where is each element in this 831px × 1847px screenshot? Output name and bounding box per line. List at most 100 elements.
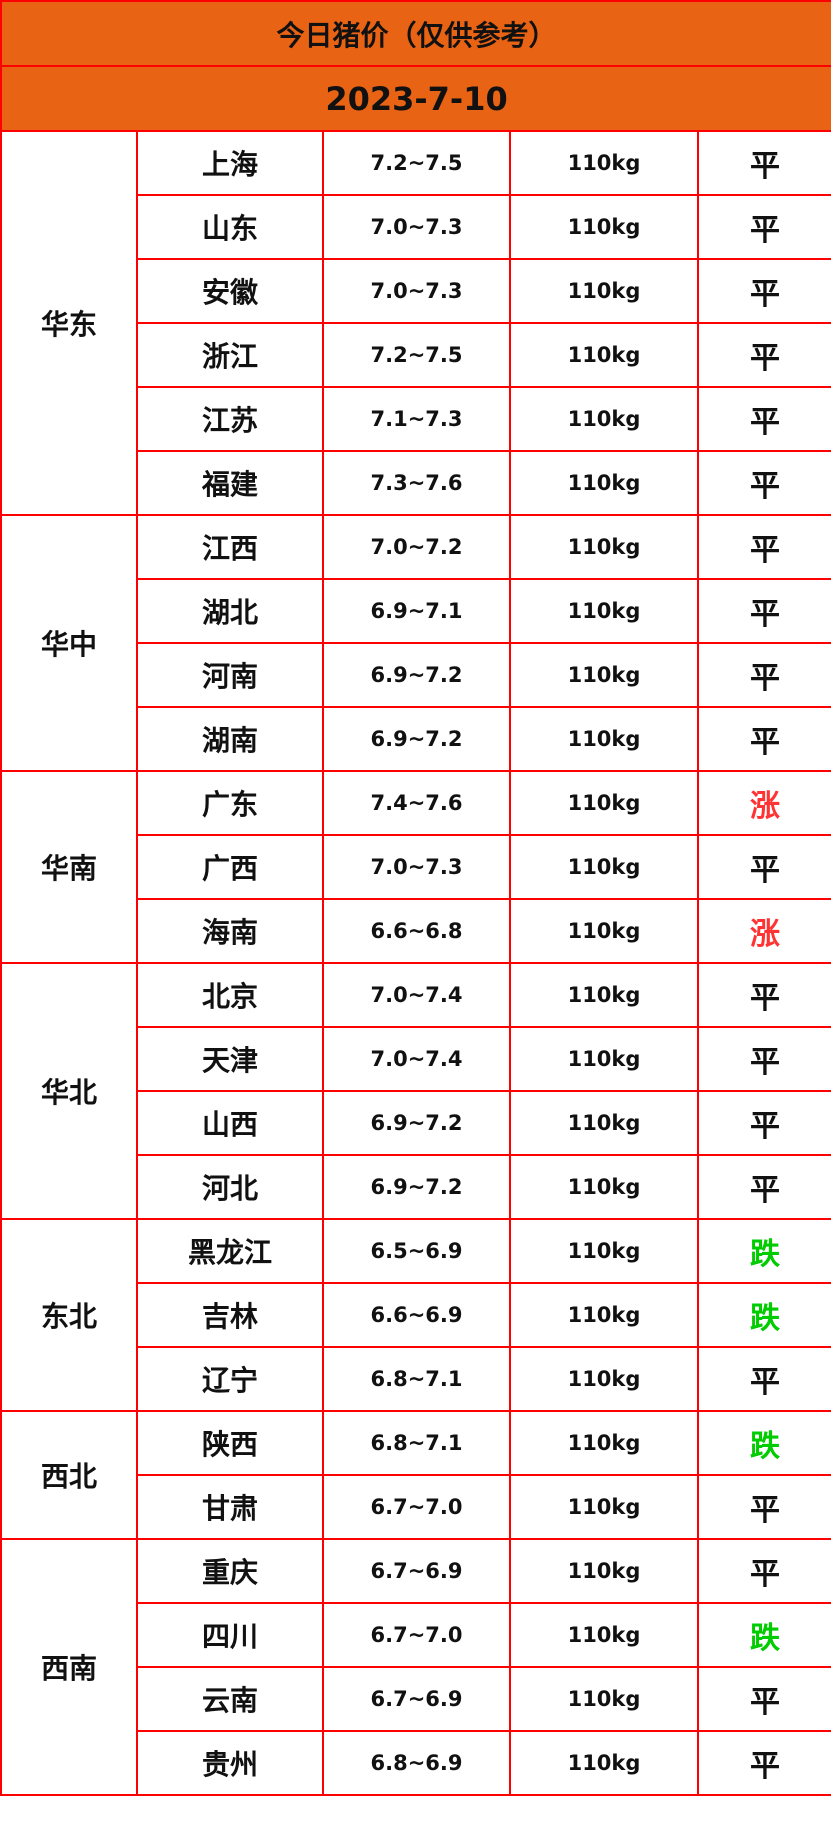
table-row: 贵州 6.8~6.9 110kg 平	[1, 1730, 831, 1796]
province-cell: 福建	[136, 450, 324, 516]
table-row: 华南 广东 7.4~7.6 110kg 涨	[0, 770, 831, 964]
table-row: 江苏 7.1~7.3 110kg 平	[1, 386, 831, 452]
weight-cell: 110kg	[509, 706, 699, 772]
table-row: 河南 6.9~7.2 110kg 平	[1, 642, 831, 708]
table-row: 广西 7.0~7.3 110kg 平	[1, 834, 831, 900]
weight-cell: 110kg	[509, 1026, 699, 1092]
trend-cell: 平	[696, 130, 831, 196]
trend-cell: 平	[696, 386, 831, 452]
trend-cell: 平	[696, 962, 831, 1028]
weight-cell: 110kg	[509, 1410, 699, 1476]
province-cell: 浙江	[136, 322, 324, 388]
region-cell: 东北	[0, 1218, 138, 1412]
date-row: 2023-7-10	[0, 65, 831, 132]
weight-cell: 110kg	[509, 258, 699, 324]
weight-cell: 110kg	[509, 898, 699, 964]
trend-cell: 平	[696, 1346, 831, 1412]
trend-cell: 平	[696, 1474, 831, 1540]
table-row: 天津 7.0~7.4 110kg 平	[1, 1026, 831, 1092]
price-cell: 7.3~7.6	[322, 450, 511, 516]
weight-cell: 110kg	[509, 514, 699, 580]
weight-cell: 110kg	[509, 578, 699, 644]
price-cell: 7.0~7.3	[322, 194, 511, 260]
trend-cell: 涨	[696, 898, 831, 964]
province-cell: 安徽	[136, 258, 324, 324]
price-cell: 7.1~7.3	[322, 386, 511, 452]
region-cell: 华北	[0, 962, 138, 1220]
trend-cell: 平	[696, 194, 831, 260]
province-cell: 辽宁	[136, 1346, 324, 1412]
weight-cell: 110kg	[509, 386, 699, 452]
price-cell: 6.6~6.8	[322, 898, 511, 964]
weight-cell: 110kg	[509, 1474, 699, 1540]
price-cell: 7.0~7.3	[322, 258, 511, 324]
province-cell: 贵州	[136, 1730, 324, 1796]
trend-cell: 平	[696, 1666, 831, 1732]
table-row: 海南 6.6~6.8 110kg 涨	[1, 898, 831, 964]
trend-cell: 涨	[696, 770, 831, 836]
trend-cell: 平	[696, 450, 831, 516]
province-cell: 山西	[136, 1090, 324, 1156]
weight-cell: 110kg	[509, 642, 699, 708]
table-row: 湖北 6.9~7.1 110kg 平	[1, 578, 831, 644]
weight-cell: 110kg	[509, 1282, 699, 1348]
table-row: 湖南 6.9~7.2 110kg 平	[1, 706, 831, 772]
province-cell: 云南	[136, 1666, 324, 1732]
price-cell: 7.2~7.5	[322, 322, 511, 388]
province-cell: 湖南	[136, 706, 324, 772]
trend-cell: 平	[696, 1026, 831, 1092]
trend-cell: 平	[696, 834, 831, 900]
province-cell: 广西	[136, 834, 324, 900]
table-row: 辽宁 6.8~7.1 110kg 平	[1, 1346, 831, 1412]
trend-cell: 跌	[696, 1410, 831, 1476]
table-row: 浙江 7.2~7.5 110kg 平	[1, 322, 831, 388]
price-cell: 7.0~7.4	[322, 962, 511, 1028]
province-cell: 陕西	[136, 1410, 324, 1476]
table-title: 今日猪价（仅供参考）	[0, 0, 831, 67]
table-row: 甘肃 6.7~7.0 110kg 平	[1, 1474, 831, 1540]
price-cell: 6.7~7.0	[322, 1474, 511, 1540]
region-cell: 西南	[0, 1538, 138, 1796]
price-cell: 6.7~6.9	[322, 1666, 511, 1732]
table-row: 东北 黑龙江 6.5~6.9 110kg 跌	[0, 1218, 831, 1412]
table-row: 华中 江西 7.0~7.2 110kg 平	[0, 514, 831, 772]
weight-cell: 110kg	[509, 1666, 699, 1732]
price-cell: 6.6~6.9	[322, 1282, 511, 1348]
trend-cell: 平	[696, 1154, 831, 1220]
title-row: 今日猪价（仅供参考）	[0, 0, 831, 67]
trend-cell: 跌	[696, 1602, 831, 1668]
trend-cell: 平	[696, 514, 831, 580]
province-cell: 甘肃	[136, 1474, 324, 1540]
price-cell: 7.0~7.2	[322, 514, 511, 580]
trend-cell: 平	[696, 642, 831, 708]
weight-cell: 110kg	[509, 834, 699, 900]
province-cell: 重庆	[136, 1538, 324, 1604]
region-cell: 华中	[0, 514, 138, 772]
province-cell: 天津	[136, 1026, 324, 1092]
table-row: 山西 6.9~7.2 110kg 平	[1, 1090, 831, 1156]
table-row: 华北 北京 7.0~7.4 110kg 平	[0, 962, 831, 1220]
trend-cell: 平	[696, 706, 831, 772]
trend-cell: 跌	[696, 1282, 831, 1348]
price-cell: 6.7~7.0	[322, 1602, 511, 1668]
weight-cell: 110kg	[509, 1346, 699, 1412]
region-cell: 华东	[0, 130, 138, 516]
trend-cell: 平	[696, 1090, 831, 1156]
province-cell: 河北	[136, 1154, 324, 1220]
weight-cell: 110kg	[509, 1602, 699, 1668]
weight-cell: 110kg	[509, 1538, 699, 1604]
price-cell: 6.9~7.2	[322, 642, 511, 708]
price-cell: 6.9~7.1	[322, 578, 511, 644]
weight-cell: 110kg	[509, 450, 699, 516]
table-row: 吉林 6.6~6.9 110kg 跌	[1, 1282, 831, 1348]
weight-cell: 110kg	[509, 770, 699, 836]
trend-cell: 平	[696, 1730, 831, 1796]
trend-cell: 平	[696, 322, 831, 388]
province-cell: 广东	[136, 770, 324, 836]
weight-cell: 110kg	[509, 1090, 699, 1156]
weight-cell: 110kg	[509, 322, 699, 388]
price-cell: 6.5~6.9	[322, 1218, 511, 1284]
price-cell: 6.9~7.2	[322, 1090, 511, 1156]
province-cell: 河南	[136, 642, 324, 708]
pig-price-table: 今日猪价（仅供参考） 2023-7-10 华东 上海 7.2~7.5 110kg 平山东…	[0, 0, 831, 1796]
